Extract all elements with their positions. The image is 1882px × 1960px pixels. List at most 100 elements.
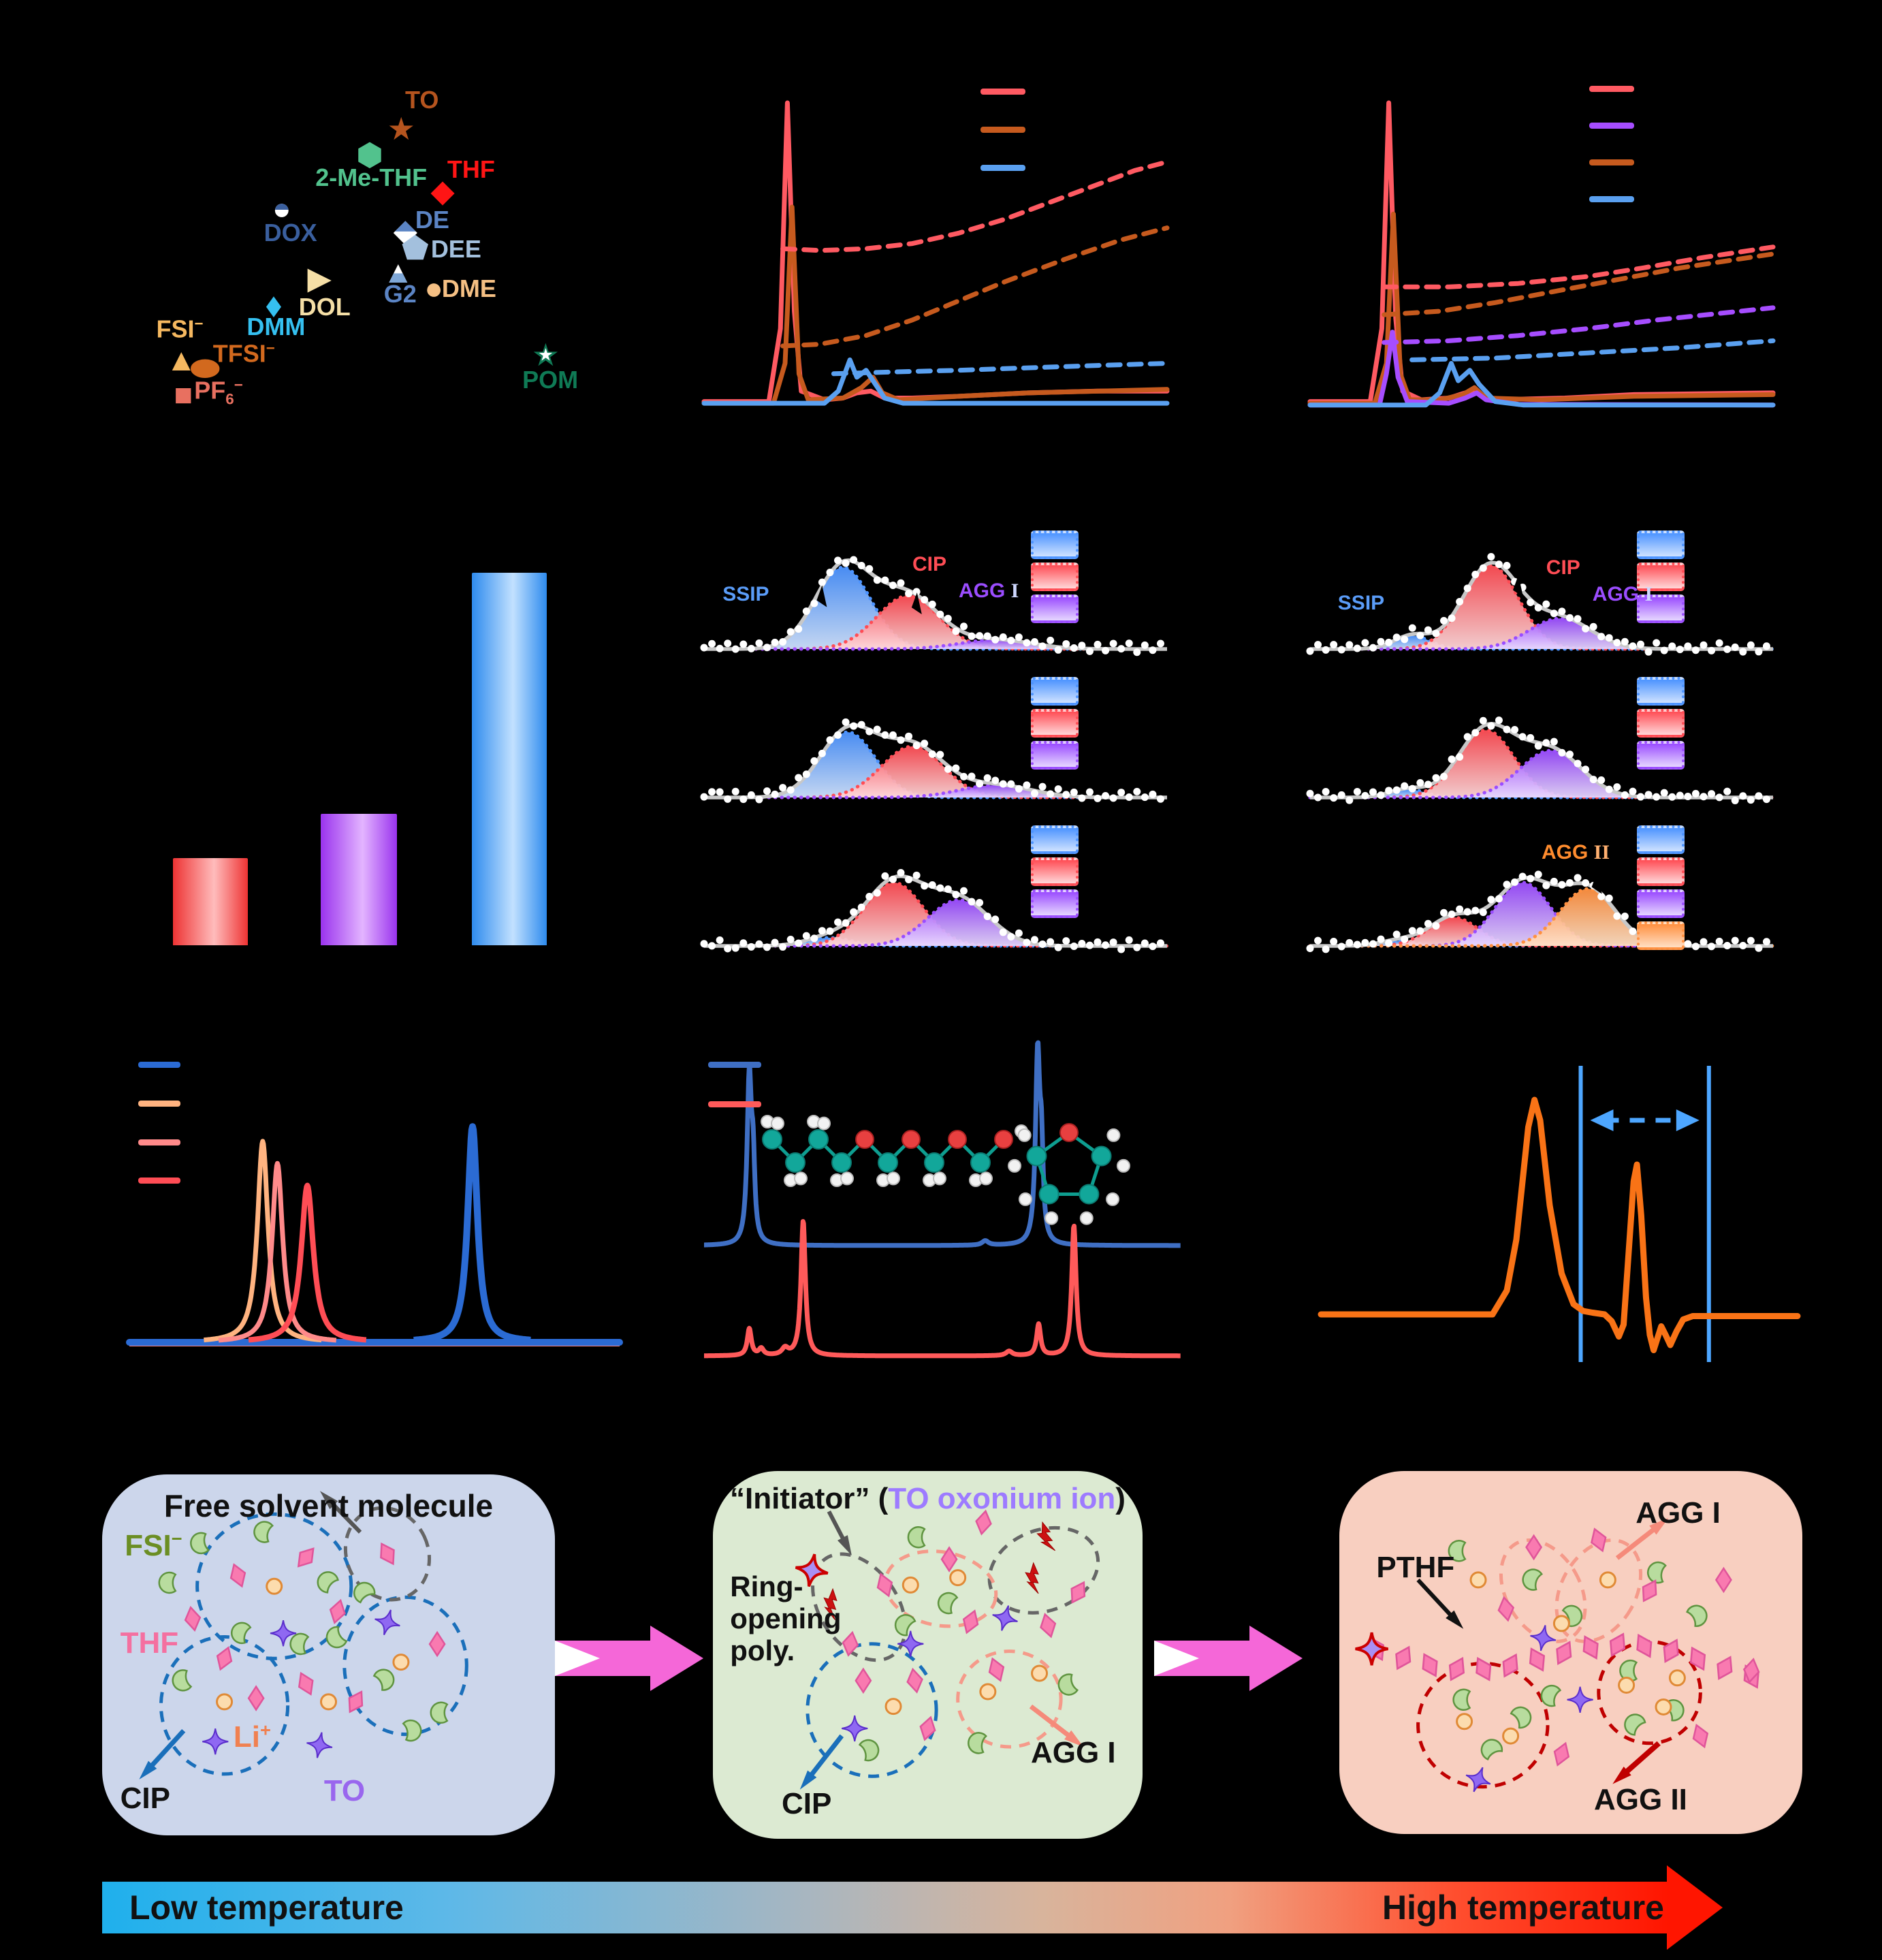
legend-line-swatch: [980, 127, 1025, 133]
raman-legend-patch-purple: [1031, 595, 1079, 623]
raman-legend-patch-purple: [1637, 889, 1685, 918]
raman-label: SSIP: [1337, 591, 1385, 614]
legend-line-swatch: [1589, 86, 1634, 92]
li-ion-icon: [1668, 1669, 1686, 1687]
thf-diamond-icon: [1070, 1581, 1086, 1604]
raman-label: AGG II: [1542, 841, 1610, 864]
raman-legend-patch-blue: [1031, 677, 1079, 706]
thf-diamond-icon: [297, 1547, 315, 1568]
pthf-chain-diamond-icon: [1502, 1653, 1518, 1678]
li-ion-icon: [1552, 1615, 1570, 1632]
to-star-icon: [1465, 1767, 1491, 1792]
li-ion-icon: [884, 1698, 902, 1716]
fsi-crescent-icon: [1057, 1673, 1079, 1696]
schematic-label: THF: [120, 1626, 179, 1660]
raman-component-purple: [704, 900, 1167, 946]
low-temperature-label: Low temperature: [129, 1888, 404, 1927]
2methf-marker-icon: ⬢: [355, 137, 383, 173]
legend-line-swatch: [1589, 123, 1634, 129]
to-star-icon: [1530, 1625, 1557, 1651]
raman-legend-patch-blue: [1031, 531, 1079, 559]
to-label: TO: [405, 86, 439, 114]
thf-diamond-icon: [329, 1598, 346, 1625]
dsc-plot: [1318, 1066, 1801, 1362]
dox-label: DOX: [264, 219, 317, 247]
schematic-label: Li+: [233, 1719, 271, 1754]
raman-legend-patch-purple: [1031, 889, 1079, 918]
dashed-orange-curve: [780, 225, 1170, 349]
raman-component-red: [1310, 917, 1773, 946]
dashed-orange-curve: [1382, 251, 1776, 317]
raman-component-purple: [1310, 883, 1773, 946]
legend-line-swatch: [980, 89, 1025, 95]
raman-component-red: [704, 596, 1167, 649]
raman-component-orange: [1310, 889, 1773, 946]
thf-diamond-icon: [919, 1716, 936, 1741]
thf-marker-icon: ◆: [430, 172, 455, 208]
nmr-chart-panel: [126, 1052, 623, 1393]
dee-label: DEE: [430, 235, 481, 264]
stage-transition-arrow-icon: [1154, 1626, 1303, 1691]
spectra-chart-panel: [702, 1040, 1183, 1393]
fsi-crescent-icon: [968, 1732, 987, 1754]
fsi-crescent-icon: [1510, 1706, 1532, 1729]
raman-label: SSIP: [722, 582, 769, 605]
thf-diamond-icon: [184, 1605, 202, 1632]
pthf-chain-diamond-icon: [1636, 1633, 1653, 1658]
dmm-marker-icon: ◆: [266, 289, 282, 320]
schematic-label: “Initiator” (TO oxonium ion): [730, 1482, 1126, 1516]
bar-2: [472, 573, 547, 945]
pthf-chain-diamond-icon: [1395, 1645, 1412, 1671]
li-ion-icon: [320, 1693, 337, 1711]
temperature-gradient-arrow: Low temperature High temperature: [102, 1882, 1668, 1933]
lightning-bolt-icon: [823, 1587, 838, 1620]
raman-deconvolution-right-panel: SSIP CIP AGG I AGG II: [1306, 528, 1775, 977]
fsi-crescent-icon: [1480, 1739, 1503, 1760]
thf-diamond-icon: [1553, 1741, 1570, 1767]
thf-diamond-icon: [906, 1667, 923, 1694]
legend-line-swatch: [708, 1062, 761, 1068]
thf-diamond-icon: [1642, 1579, 1657, 1602]
fsi-crescent-icon: [1686, 1605, 1708, 1627]
diffusion-chart-left-panel: [701, 68, 1170, 415]
schematic-label: TO: [323, 1773, 366, 1807]
pthf-chain-diamond-icon: [1663, 1639, 1679, 1663]
dashed-purple-curve: [1382, 305, 1776, 345]
thf-diamond-icon: [876, 1572, 893, 1598]
li-ion-icon: [216, 1693, 234, 1711]
dashed-red-curve: [780, 159, 1170, 253]
to-star-icon: [897, 1630, 924, 1657]
raman-label: AGG I: [1592, 582, 1653, 605]
schematic-label: AGG I: [1636, 1496, 1721, 1530]
to-marker-icon: ★: [387, 111, 415, 147]
fsi-crescent-icon: [907, 1526, 926, 1549]
pom-label: POM: [522, 365, 579, 394]
g2-label: G2: [383, 280, 417, 309]
fsi-crescent-icon: [1647, 1561, 1667, 1584]
thf-diamond-icon: [975, 1509, 992, 1536]
schematic-label: PTHF: [1376, 1551, 1455, 1585]
fsi-crescent-icon: [894, 1614, 916, 1637]
schematic-label: FSI−: [125, 1528, 182, 1563]
fsi-crescent-icon: [172, 1669, 193, 1692]
fsi-crescent-icon: [937, 1592, 959, 1615]
dee-marker-icon: ⬟: [401, 230, 429, 266]
fsi-crescent-icon: [325, 1626, 348, 1649]
legend-line-swatch: [708, 1101, 761, 1107]
pthf-chain-diamond-icon: [1582, 1635, 1599, 1660]
raman-legend-patch-red: [1031, 709, 1079, 738]
fsi-crescent-icon: [1540, 1684, 1562, 1707]
thf-diamond-icon: [1525, 1534, 1543, 1561]
solid-orange-curve: [701, 204, 1170, 406]
li-ion-icon: [1655, 1698, 1672, 1716]
schematic-label: CIP: [120, 1781, 170, 1815]
fsi-marker-icon: ▲: [165, 342, 197, 378]
g2-marker-icon: ▲ ▲: [382, 254, 414, 290]
fsi-crescent-icon: [1452, 1688, 1471, 1711]
thf-diamond-icon: [1742, 1658, 1760, 1684]
diffusion-chart-right-panel: [1307, 68, 1776, 415]
bar-0: [173, 858, 248, 945]
li-ion-icon: [1031, 1664, 1049, 1682]
li-ion-icon: [1469, 1571, 1487, 1589]
fsi-crescent-icon: [230, 1622, 252, 1645]
